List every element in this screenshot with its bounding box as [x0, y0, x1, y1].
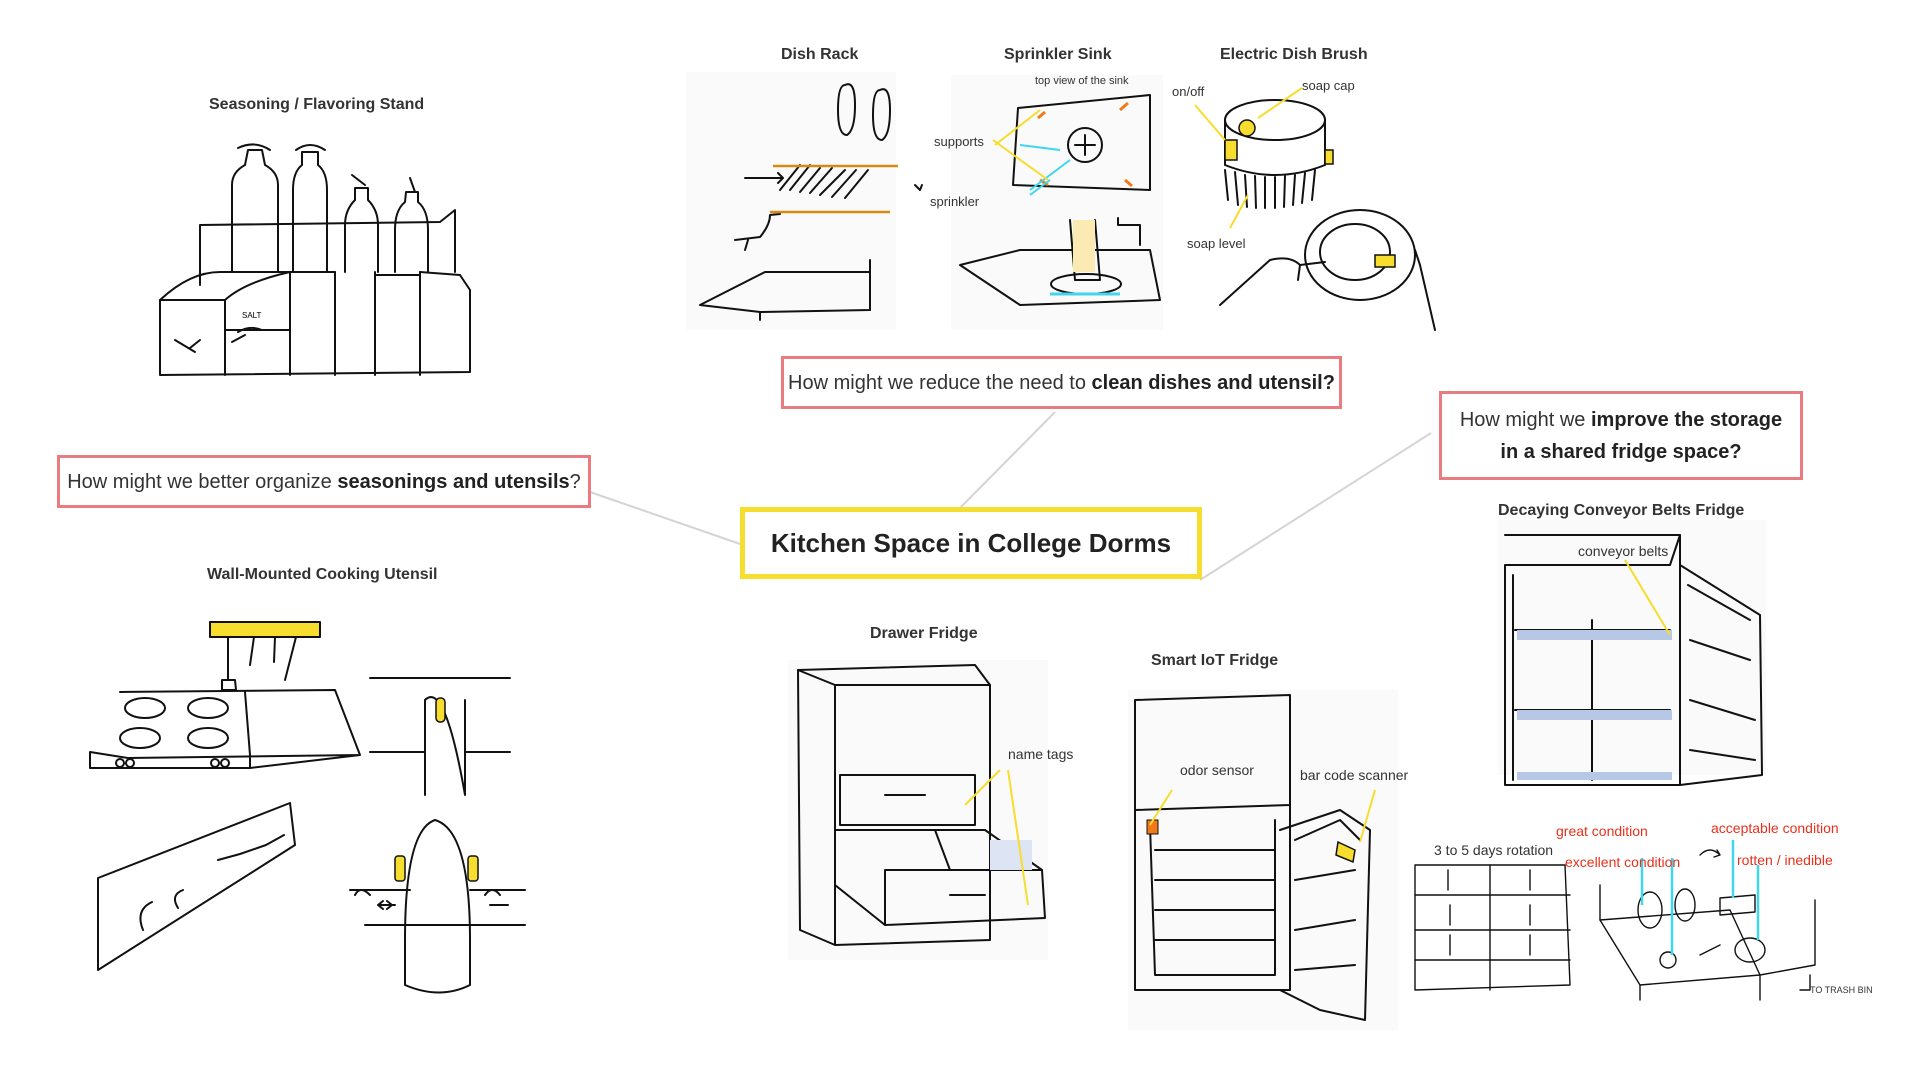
- central-topic-label: Kitchen Space in College Dorms: [770, 527, 1172, 558]
- sketch-title-sprinkler-sink: Sprinkler Sink: [1004, 46, 1112, 63]
- soap-level-label: soap level: [1187, 236, 1246, 251]
- top-view-label: top view of the sink: [1035, 75, 1129, 87]
- sketch-title-drawer-fridge: Drawer Fridge: [870, 625, 978, 642]
- name-tags-label: name tags: [1008, 746, 1074, 762]
- salt-jar-label: SALT: [242, 311, 262, 320]
- sprinkler-label: sprinkler: [930, 194, 980, 209]
- sketch-title-conveyor-fridge: Decaying Conveyor Belts Fridge: [1498, 502, 1745, 519]
- sketch-title-dish-rack: Dish Rack: [781, 46, 859, 63]
- question-text: How might we reduce the need to: [788, 371, 1092, 394]
- rotation-label: 3 to 5 days rotation: [1434, 842, 1554, 858]
- sketch-title-smart-fridge: Smart IoT Fridge: [1151, 652, 1279, 669]
- question-suffix: ?: [569, 470, 581, 493]
- question-fridge[interactable]: How might we improve the storage in a sh…: [1439, 391, 1803, 480]
- sketch-title-dish-brush: Electric Dish Brush: [1220, 46, 1368, 63]
- excellent-condition-label: excellent condition: [1565, 854, 1681, 870]
- question-emphasis: seasonings and utensils: [337, 470, 570, 493]
- rotten-inedible-label: rotten / inedible: [1737, 852, 1833, 868]
- bar-code-scanner-label: bar code scanner: [1300, 767, 1409, 783]
- sketch-title-seasoning-stand: Seasoning / Flavoring Stand: [209, 96, 425, 113]
- central-topic[interactable]: Kitchen Space in College Dorms: [740, 507, 1202, 579]
- odor-sensor-label: odor sensor: [1180, 762, 1254, 778]
- on-off-label: on/off: [1172, 84, 1205, 99]
- question-emphasis-line2: in a shared fridge space?: [1500, 440, 1742, 463]
- sketch-title-wall-utensil: Wall-Mounted Cooking Utensil: [207, 566, 438, 583]
- soap-cap-label: soap cap: [1302, 78, 1355, 93]
- question-seasonings[interactable]: How might we better organize seasonings …: [57, 455, 591, 508]
- question-text: How might we: [1459, 408, 1591, 431]
- question-dishes[interactable]: How might we reduce the need to clean di…: [781, 356, 1342, 409]
- great-condition-label: great condition: [1556, 823, 1648, 839]
- question-emphasis: clean dishes and utensil?: [1091, 371, 1335, 394]
- supports-label: supports: [934, 134, 984, 149]
- acceptable-condition-label: acceptable condition: [1711, 820, 1839, 836]
- conveyor-belts-label: conveyor belts: [1578, 543, 1669, 559]
- question-emphasis: improve the storage: [1590, 408, 1783, 431]
- trash-bin-label: TO TRASH BIN: [1810, 985, 1873, 995]
- question-text: How might we better organize: [67, 470, 338, 493]
